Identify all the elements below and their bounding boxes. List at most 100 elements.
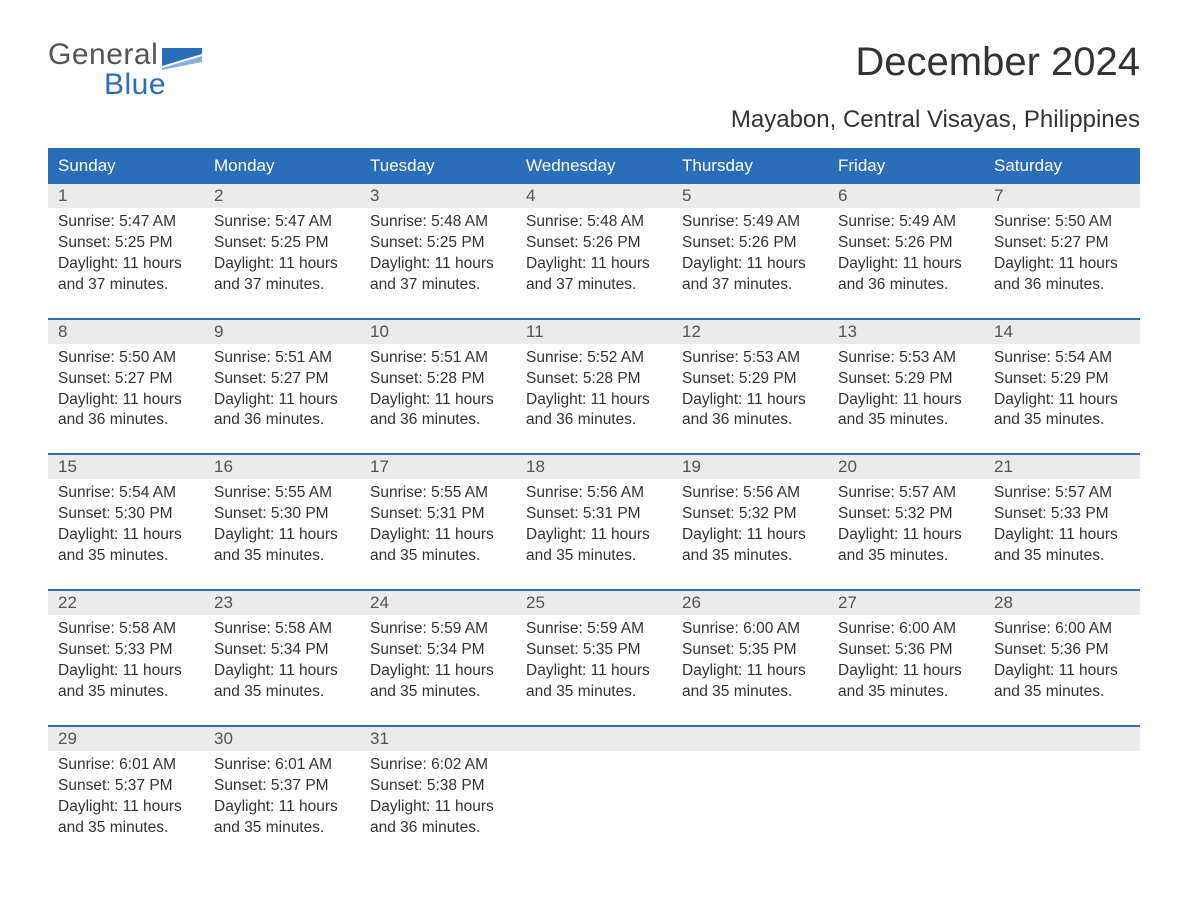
sunrise-line: Sunrise: 5:51 AM: [370, 349, 488, 366]
daylight-line: Daylight: 11 hours and 35 minutes.: [58, 526, 182, 564]
daylight-line: Daylight: 11 hours and 36 minutes.: [994, 255, 1118, 293]
sunrise-line: Sunrise: 5:50 AM: [994, 213, 1112, 230]
page-title: December 2024: [855, 40, 1140, 85]
date-cell: 16: [204, 455, 360, 479]
date-cell: 19: [672, 455, 828, 479]
sunrise-line: Sunrise: 5:54 AM: [58, 484, 176, 501]
sunset-line: Sunset: 5:25 PM: [370, 234, 485, 251]
date-cell: 30: [204, 727, 360, 751]
daylight-line: Daylight: 11 hours and 37 minutes.: [58, 255, 182, 293]
sunrise-line: Sunrise: 6:02 AM: [370, 756, 488, 773]
sunset-line: Sunset: 5:27 PM: [994, 234, 1109, 251]
logo: General Blue: [48, 40, 202, 100]
sunset-line: Sunset: 5:36 PM: [994, 641, 1109, 658]
detail-row: Sunrise: 5:47 AM Sunset: 5:25 PM Daylight:…: [48, 208, 1140, 300]
date-row: 22232425262728: [48, 591, 1140, 615]
date-cell: 10: [360, 320, 516, 344]
sunrise-line: Sunrise: 5:49 AM: [838, 213, 956, 230]
daylight-line: Daylight: 11 hours and 35 minutes.: [994, 391, 1118, 429]
date-cell: 12: [672, 320, 828, 344]
date-cell: 3: [360, 184, 516, 208]
sunrise-line: Sunrise: 5:58 AM: [214, 620, 332, 637]
sunset-line: Sunset: 5:37 PM: [58, 777, 173, 794]
date-cell: 4: [516, 184, 672, 208]
sunset-line: Sunset: 5:32 PM: [682, 505, 797, 522]
daylight-line: Daylight: 11 hours and 37 minutes.: [682, 255, 806, 293]
sunrise-line: Sunrise: 5:53 AM: [838, 349, 956, 366]
daylight-line: Daylight: 11 hours and 37 minutes.: [370, 255, 494, 293]
day-header-cell: Sunday: [48, 148, 204, 184]
daylight-line: Daylight: 11 hours and 35 minutes.: [994, 662, 1118, 700]
detail-cell: Sunrise: 6:00 AM Sunset: 5:36 PM Daylight:…: [984, 615, 1140, 707]
detail-cell: Sunrise: 5:54 AMSunset: 5:30 PMDaylight:…: [48, 479, 204, 571]
sunset-line: Sunset: 5:33 PM: [994, 505, 1109, 522]
sunset-line: Sunset: 5:26 PM: [682, 234, 797, 251]
logo-blue-text: Blue: [104, 70, 202, 100]
day-header-cell: Wednesday: [516, 148, 672, 184]
daylight-line: Daylight: 11 hours and 35 minutes.: [682, 662, 806, 700]
date-row: 1234567: [48, 184, 1140, 208]
sunset-line: Sunset: 5:31 PM: [526, 505, 641, 522]
sunset-line: Sunset: 5:28 PM: [526, 370, 641, 387]
detail-cell: Sunrise: 5:57 AMSunset: 5:32 PMDaylight:…: [828, 479, 984, 571]
sunset-line: Sunset: 5:36 PM: [838, 641, 953, 658]
sunset-line: Sunset: 5:33 PM: [58, 641, 173, 658]
daylight-line: Daylight: 11 hours and 36 minutes.: [370, 798, 494, 836]
date-cell: 20: [828, 455, 984, 479]
sunrise-line: Sunrise: 6:01 AM: [214, 756, 332, 773]
daylight-line: Daylight: 11 hours and 35 minutes.: [682, 526, 806, 564]
sunset-line: Sunset: 5:27 PM: [214, 370, 329, 387]
page-header: General Blue December 2024: [48, 40, 1140, 100]
daylight-line: Daylight: 11 hours and 35 minutes.: [214, 662, 338, 700]
daylight-line: Daylight: 11 hours and 37 minutes.: [214, 255, 338, 293]
daylight-line: Daylight: 11 hours and 35 minutes.: [58, 662, 182, 700]
date-cell: 29: [48, 727, 204, 751]
sunrise-line: Sunrise: 6:00 AM: [838, 620, 956, 637]
detail-cell: Sunrise: 5:55 AMSunset: 5:30 PMDaylight:…: [204, 479, 360, 571]
sunrise-line: Sunrise: 5:47 AM: [214, 213, 332, 230]
sunrise-line: Sunrise: 5:54 AM: [994, 349, 1112, 366]
sunset-line: Sunset: 5:35 PM: [526, 641, 641, 658]
date-cell: 7: [984, 184, 1140, 208]
detail-cell: Sunrise: 5:47 AMSunset: 5:25 PMDaylight:…: [204, 208, 360, 300]
detail-cell: Sunrise: 5:56 AMSunset: 5:32 PMDaylight:…: [672, 479, 828, 571]
date-cell: 27: [828, 591, 984, 615]
detail-cell: Sunrise: 5:49 AMSunset: 5:26 PMDaylight:…: [828, 208, 984, 300]
daylight-line: Daylight: 11 hours and 35 minutes.: [526, 526, 650, 564]
date-cell: 28: [984, 591, 1140, 615]
daylight-line: Daylight: 11 hours and 36 minutes.: [214, 391, 338, 429]
date-cell: 14: [984, 320, 1140, 344]
detail-cell: Sunrise: 5:53 AMSunset: 5:29 PMDaylight:…: [828, 344, 984, 436]
sunrise-line: Sunrise: 5:52 AM: [526, 349, 644, 366]
sunset-line: Sunset: 5:30 PM: [214, 505, 329, 522]
sunrise-line: Sunrise: 6:00 AM: [994, 620, 1112, 637]
sunset-line: Sunset: 5:32 PM: [838, 505, 953, 522]
detail-cell: Sunrise: 5:54 AMSunset: 5:29 PMDaylight:…: [984, 344, 1140, 436]
calendar-week: 22232425262728 Sunrise: 5:58 AM Sunset: 5:…: [48, 589, 1140, 707]
sunrise-line: Sunrise: 5:53 AM: [682, 349, 800, 366]
date-cell: 11: [516, 320, 672, 344]
sunset-line: Sunset: 5:35 PM: [682, 641, 797, 658]
detail-cell: Sunrise: 6:00 AMSunset: 5:35 PMDaylight:…: [672, 615, 828, 707]
daylight-line: Daylight: 11 hours and 35 minutes.: [370, 662, 494, 700]
date-cell: 24: [360, 591, 516, 615]
daylight-line: Daylight: 11 hours and 36 minutes.: [526, 391, 650, 429]
date-cell: 5: [672, 184, 828, 208]
detail-cell: Sunrise: 5:53 AMSunset: 5:29 PMDaylight:…: [672, 344, 828, 436]
logo-flag-icon: [162, 48, 202, 70]
calendar-week: 891011121314Sunrise: 5:50 AMSunset: 5:27…: [48, 318, 1140, 436]
detail-row: Sunrise: 5:58 AM Sunset: 5:33 PM Daylight:…: [48, 615, 1140, 707]
daylight-line: Daylight: 11 hours and 35 minutes.: [370, 526, 494, 564]
detail-cell: Sunrise: 5:59 AMSunset: 5:34 PMDaylight:…: [360, 615, 516, 707]
sunset-line: Sunset: 5:29 PM: [838, 370, 953, 387]
detail-cell: Sunrise: 5:51 AMSunset: 5:27 PMDaylight:…: [204, 344, 360, 436]
sunrise-line: Sunrise: 5:59 AM: [370, 620, 488, 637]
sunset-line: Sunset: 5:25 PM: [58, 234, 173, 251]
daylight-line: Daylight: 11 hours and 35 minutes.: [58, 798, 182, 836]
detail-cell: Sunrise: 5:55 AMSunset: 5:31 PMDaylight:…: [360, 479, 516, 571]
sunset-line: Sunset: 5:34 PM: [214, 641, 329, 658]
date-cell: 13: [828, 320, 984, 344]
date-cell: 26: [672, 591, 828, 615]
detail-cell: Sunrise: 5:57 AMSunset: 5:33 PMDaylight:…: [984, 479, 1140, 571]
detail-cell: Sunrise: 5:50 AMSunset: 5:27 PMDaylight:…: [48, 344, 204, 436]
